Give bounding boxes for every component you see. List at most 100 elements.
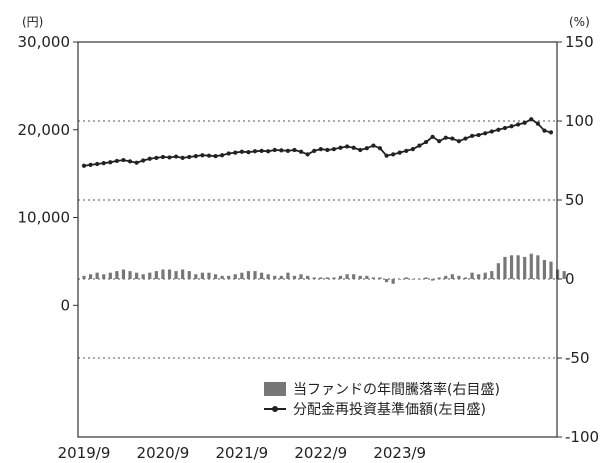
bar [411, 279, 415, 280]
nav-point [213, 154, 218, 159]
bar [259, 272, 264, 279]
right-tick-label: 150 [565, 33, 594, 51]
nav-point [410, 146, 415, 152]
nav-point [285, 148, 291, 153]
bar [181, 269, 185, 279]
grid-lines [78, 120, 557, 359]
nav-point [456, 139, 462, 144]
nav-point [167, 155, 172, 160]
nav-point [377, 146, 383, 151]
bar [516, 255, 520, 279]
bar [82, 275, 86, 279]
x-tick-label: 2022/9 [294, 444, 347, 462]
nav-point [312, 148, 317, 153]
bar [233, 274, 237, 279]
bar [332, 277, 336, 279]
nav-point [509, 124, 514, 129]
nav-point [266, 149, 271, 154]
nav-point [542, 128, 547, 133]
nav-point [206, 153, 212, 158]
bar [378, 277, 382, 279]
nav-line [83, 118, 552, 167]
nav-point [443, 135, 448, 140]
bar [384, 279, 389, 283]
right-axis-ticks: -100 -50 0 50 100 150 [557, 33, 599, 446]
nav-point [548, 130, 554, 135]
nav-point [344, 144, 350, 149]
bar [338, 275, 343, 279]
x-tick-label: 2023/9 [373, 444, 426, 462]
nav-point [147, 156, 152, 161]
nav-point [239, 149, 244, 154]
bar [542, 260, 547, 279]
nav-point [193, 154, 198, 159]
bar [128, 271, 132, 279]
nav-point [141, 158, 146, 163]
nav-point [114, 158, 119, 164]
x-tick-label: 2021/9 [215, 444, 268, 462]
bar [358, 275, 362, 279]
x-tick-label: 2020/9 [137, 444, 190, 462]
bar [148, 272, 152, 279]
bar [200, 272, 204, 279]
bar [371, 277, 376, 279]
nav-point [233, 150, 238, 155]
nav-point [127, 159, 133, 164]
nav-line-series [81, 117, 554, 168]
left-axis-ticks: 0 10,000 20,000 30,000 [18, 33, 78, 314]
nav-point [173, 154, 179, 159]
nav-point [279, 148, 284, 153]
right-axis-unit: (%) [569, 15, 590, 29]
nav-point [134, 160, 139, 165]
bar [167, 269, 172, 279]
nav-point [81, 163, 87, 168]
bar [286, 272, 290, 279]
bar [345, 274, 349, 279]
bar [444, 275, 448, 279]
annual-return-bars [82, 253, 566, 284]
bar [273, 275, 277, 279]
bar [431, 279, 435, 281]
bar [115, 271, 119, 279]
right-tick-label: 0 [565, 270, 575, 288]
bar [536, 255, 540, 279]
left-tick-label: 30,000 [18, 33, 71, 51]
right-tick-label: -100 [565, 428, 599, 446]
nav-point [187, 154, 192, 160]
left-tick-label: 10,000 [18, 209, 71, 227]
nav-point [529, 117, 534, 122]
bar [417, 279, 422, 280]
bar [319, 277, 323, 279]
nav-point [469, 133, 475, 139]
right-tick-label: 100 [565, 112, 594, 130]
bar [227, 275, 231, 279]
plot-border [77, 41, 558, 438]
bar [437, 277, 441, 279]
bar [95, 272, 99, 279]
legend: 当ファンドの年間騰落率(右目盛) 分配金再投資基準価額(左目盛) [264, 381, 500, 418]
nav-point [358, 147, 363, 153]
bar [509, 255, 514, 279]
legend-line-marker [272, 406, 278, 412]
bar [549, 261, 553, 279]
bar [523, 256, 527, 279]
right-tick-label: -50 [565, 349, 590, 367]
nav-point [121, 157, 126, 163]
bar [240, 272, 244, 279]
nav-point [430, 134, 435, 139]
nav-point [252, 149, 258, 154]
nav-point [417, 143, 422, 148]
nav-point [95, 161, 100, 167]
nav-point [338, 145, 343, 150]
bar [299, 274, 303, 279]
bar [279, 275, 283, 279]
nav-point [516, 122, 521, 127]
bar [312, 277, 316, 279]
nav-point [160, 154, 166, 160]
bar [404, 277, 408, 279]
nav-point [101, 161, 106, 166]
bar [496, 263, 500, 279]
nav-point [272, 147, 277, 153]
bar [503, 256, 507, 279]
nav-point [404, 148, 409, 153]
